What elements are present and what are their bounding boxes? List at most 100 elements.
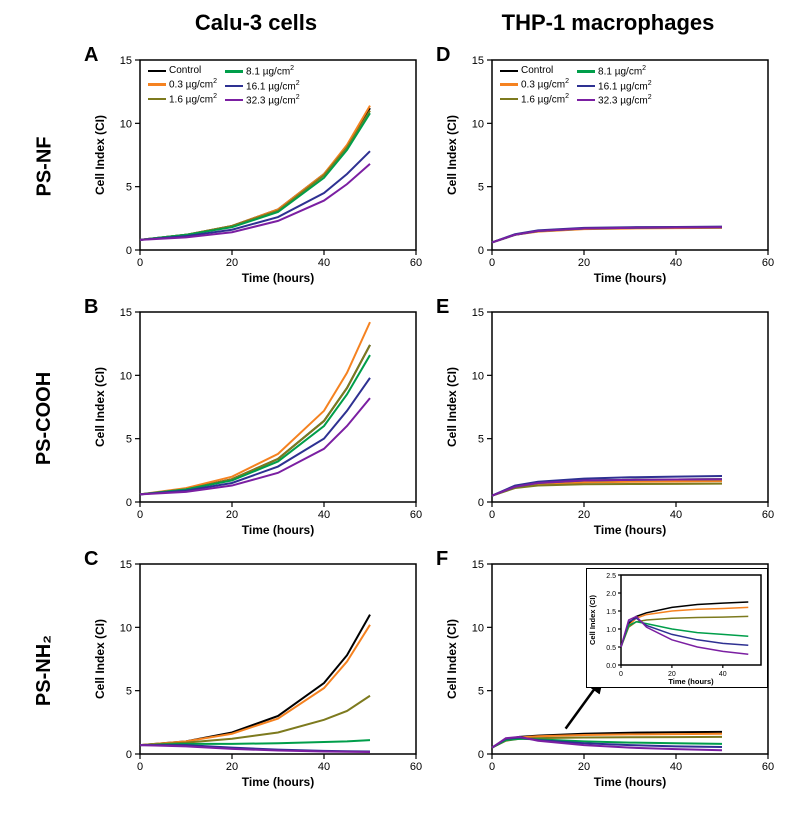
panel-letter-b: B [84,296,98,319]
svg-text:5: 5 [126,434,132,446]
svg-text:0: 0 [478,749,484,761]
svg-text:15: 15 [472,55,484,67]
svg-text:5: 5 [126,182,132,194]
panel-b: B 0 20 40 60 0 5 10 15 Time (hours) Cell Index (CI… [84,294,430,542]
svg-text:40: 40 [318,509,330,521]
svg-text:0: 0 [137,761,143,773]
column-headers: Calu-3 cells THP-1 macrophages [10,10,784,42]
svg-text:40: 40 [670,257,682,269]
svg-text:0: 0 [478,497,484,509]
svg-text:20: 20 [578,761,590,773]
svg-text:60: 60 [410,257,422,269]
svg-text:10: 10 [120,119,132,131]
svg-text:15: 15 [120,307,132,319]
svg-text:Cell Index (CI): Cell Index (CI) [93,619,107,699]
legend-item-c81: 8.1 µg/cm2 [577,64,652,78]
svg-text:20: 20 [226,509,238,521]
svg-text:40: 40 [670,761,682,773]
svg-text:0.0: 0.0 [606,663,616,670]
svg-text:0: 0 [489,509,495,521]
svg-text:10: 10 [472,119,484,131]
panel-a: A0204060051015Time (hours)Cell Index (CI… [84,42,430,290]
svg-text:Cell Index (CI): Cell Index (CI) [445,115,459,195]
row-label-pscooh: PS-COOH [10,294,80,542]
panel-letter-f: F [436,548,448,571]
panel-c: C0204060051015Time (hours)Cell Index (CI… [84,546,430,794]
legend-item-c81: 8.1 µg/cm2 [225,64,300,78]
svg-text:60: 60 [410,509,422,521]
panel-f-inset: 020400.00.51.01.52.02.5Time (hours)Cell … [586,568,768,688]
svg-text:0: 0 [619,671,623,678]
svg-text:15: 15 [120,559,132,571]
legend-item-c16: 1.6 µg/cm2 [148,92,217,106]
svg-text:0: 0 [489,761,495,773]
col-header-calu3: Calu-3 cells [80,10,432,42]
panel-letter-a: A [84,44,98,67]
svg-text:10: 10 [120,371,132,383]
panel-grid: PS-NF A 0 20 40 60 0 5 10 15 Time (hours) Cell Ind… [10,42,784,794]
svg-text:10: 10 [472,623,484,635]
figure-root: Calu-3 cells THP-1 macrophages PS-NF A 0 2… [10,10,784,794]
svg-text:0: 0 [126,497,132,509]
col-header-thp1: THP-1 macrophages [432,10,784,42]
legend-item-c03: 0.3 µg/cm2 [148,77,217,91]
svg-text:Cell Index (CI): Cell Index (CI) [588,595,597,646]
svg-text:Time (hours): Time (hours) [668,677,714,686]
svg-text:1.0: 1.0 [606,627,616,634]
svg-text:10: 10 [472,371,484,383]
legend-item-c161: 16.1 µg/cm2 [577,79,652,93]
svg-text:Time (hours): Time (hours) [242,523,314,537]
panel-e: E0204060051015Time (hours)Cell Index (CI… [436,294,782,542]
svg-text:0: 0 [478,245,484,257]
svg-text:5: 5 [126,686,132,698]
svg-text:15: 15 [472,559,484,571]
svg-text:Time (hours): Time (hours) [594,775,666,789]
svg-text:20: 20 [578,257,590,269]
svg-text:10: 10 [120,623,132,635]
legend-item-c03: 0.3 µg/cm2 [500,77,569,91]
legend-item-c16: 1.6 µg/cm2 [500,92,569,106]
svg-text:60: 60 [762,257,774,269]
svg-text:Time (hours): Time (hours) [594,523,666,537]
svg-text:Cell Index (CI): Cell Index (CI) [445,367,459,447]
svg-text:15: 15 [472,307,484,319]
legend-item-control: Control [500,64,569,77]
svg-text:Time (hours): Time (hours) [594,271,666,285]
svg-text:15: 15 [120,55,132,67]
svg-text:Time (hours): Time (hours) [242,271,314,285]
legend-item-control: Control [148,64,217,77]
svg-text:0: 0 [137,257,143,269]
row-label-psnh2: PS-NH₂ [10,546,80,794]
panel-letter-e: E [436,296,449,319]
svg-text:0.5: 0.5 [606,645,616,652]
row-label-psnf: PS-NF [10,42,80,290]
svg-text:Cell Index (CI): Cell Index (CI) [93,115,107,195]
panel-letter-d: D [436,44,450,67]
svg-text:40: 40 [719,671,727,678]
svg-text:Cell Index (CI): Cell Index (CI) [93,367,107,447]
legend: Control0.3 µg/cm21.6 µg/cm2 8.1 µg/cm216.… [500,64,652,107]
svg-text:60: 60 [762,761,774,773]
svg-text:0: 0 [489,257,495,269]
svg-text:5: 5 [478,434,484,446]
svg-text:20: 20 [578,509,590,521]
svg-text:0: 0 [126,749,132,761]
svg-text:5: 5 [478,182,484,194]
svg-text:2.5: 2.5 [606,573,616,580]
svg-text:5: 5 [478,686,484,698]
panel-f: F 0 20 40 60 0 5 10 15 Time (hours) Cell Index (CI… [436,546,782,794]
svg-text:60: 60 [410,761,422,773]
svg-text:1.5: 1.5 [606,609,616,616]
svg-text:20: 20 [226,761,238,773]
svg-text:40: 40 [318,257,330,269]
svg-text:0: 0 [137,509,143,521]
svg-text:Cell Index (CI): Cell Index (CI) [445,619,459,699]
svg-text:Time (hours): Time (hours) [242,775,314,789]
legend-item-c161: 16.1 µg/cm2 [225,79,300,93]
legend-item-c323: 32.3 µg/cm2 [577,93,652,107]
svg-text:2.0: 2.0 [606,591,616,598]
legend: Control0.3 µg/cm21.6 µg/cm2 8.1 µg/cm216.… [148,64,300,107]
svg-text:60: 60 [762,509,774,521]
svg-text:0: 0 [126,245,132,257]
legend-item-c323: 32.3 µg/cm2 [225,93,300,107]
